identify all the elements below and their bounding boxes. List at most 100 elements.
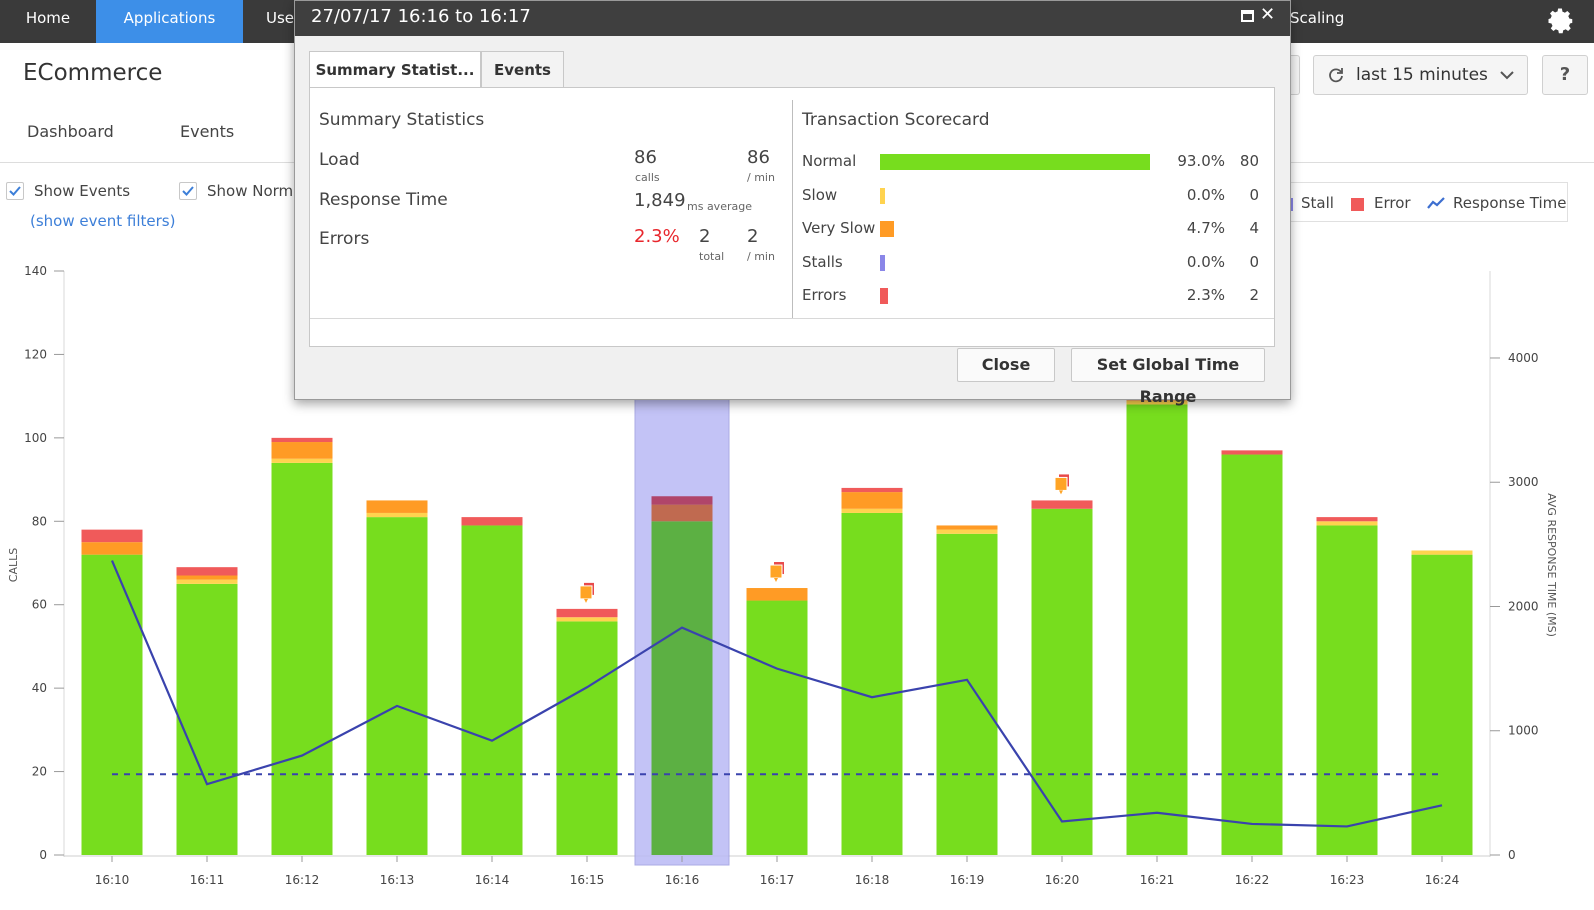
- x-tick-label: 16:24: [1425, 873, 1460, 887]
- gear-icon[interactable]: [1546, 6, 1576, 36]
- set-global-time-range-button[interactable]: Set Global Time Range: [1071, 348, 1265, 406]
- bar-normal: [1031, 508, 1093, 855]
- scorecard-label-stalls: Stalls: [802, 253, 843, 271]
- chevron-down-icon: [1500, 71, 1514, 80]
- x-tick-label: 16:16: [665, 873, 700, 887]
- y-axis-title: CALLS: [7, 548, 20, 582]
- tab-events[interactable]: Events: [180, 122, 235, 141]
- scorecard-count-stalls: 0: [1249, 253, 1259, 271]
- load-per-min-value: 86: [747, 147, 770, 168]
- calls-chart[interactable]: 02040608010012014001000200030004000CALLS…: [0, 255, 1594, 910]
- show-normal-checkbox[interactable]: [179, 182, 197, 200]
- dialog-title: 27/07/17 16:16 to 16:17: [311, 6, 531, 27]
- y2-axis-title: AVG RESPONSE TIME (MS): [1545, 493, 1558, 637]
- x-tick-label: 16:23: [1330, 873, 1365, 887]
- scorecard-count-normal: 80: [1239, 152, 1259, 170]
- bar-normal: [461, 525, 523, 855]
- maximize-icon[interactable]: [1241, 10, 1254, 22]
- bar-normal: [1411, 554, 1473, 855]
- event-marker-front: [1054, 476, 1068, 491]
- errors-per-min-unit: / min: [747, 250, 775, 263]
- bar-normal: [841, 512, 903, 855]
- event-marker-front: [579, 585, 593, 600]
- nav-home[interactable]: Home: [25, 9, 71, 27]
- y-tick-label: 80: [32, 514, 47, 528]
- show-events-checkbox[interactable]: [6, 182, 24, 200]
- panel-divider: [792, 100, 793, 318]
- bar-very-slow: [271, 442, 333, 459]
- scorecard-label-normal: Normal: [802, 152, 857, 170]
- tab-dashboard[interactable]: Dashboard: [27, 122, 114, 141]
- tab-dialog-events[interactable]: Events: [481, 51, 564, 88]
- x-tick-label: 16:13: [380, 873, 415, 887]
- show-event-filters-link[interactable]: (show event filters): [30, 212, 176, 230]
- bar-very-slow: [841, 492, 903, 509]
- event-marker-front: [769, 564, 783, 579]
- nav-scaling[interactable]: Scaling: [1290, 9, 1345, 27]
- y-tick-label: 60: [32, 598, 47, 612]
- x-tick-label: 16:17: [760, 873, 795, 887]
- x-tick-label: 16:11: [190, 873, 225, 887]
- event-marker-icon: [579, 582, 594, 603]
- y2-tick-label: 0: [1508, 848, 1516, 862]
- bar-normal: [746, 600, 808, 855]
- bar-very-slow: [176, 575, 238, 580]
- close-button[interactable]: Close: [957, 348, 1055, 382]
- dialog-titlebar: 27/07/17 16:16 to 16:17 ✕: [295, 1, 1290, 36]
- response-time-line: [110, 560, 1443, 828]
- tab-summary-statistics[interactable]: Summary Statist...: [309, 51, 481, 88]
- response-time-value: 1,849: [634, 190, 686, 211]
- bar-error: [81, 529, 143, 543]
- legend-error-swatch: [1351, 198, 1364, 211]
- event-marker-tail: [1059, 490, 1063, 495]
- toolbar-button[interactable]: [1290, 55, 1300, 95]
- event-marker-icon: [1054, 474, 1069, 495]
- check-icon: [182, 186, 194, 196]
- errors-label: Errors: [319, 229, 370, 249]
- y2-tick-label: 3000: [1508, 475, 1539, 489]
- y-tick-label: 20: [32, 765, 47, 779]
- refresh-icon: [1329, 68, 1343, 83]
- close-icon[interactable]: ✕: [1260, 4, 1276, 25]
- nav-applications[interactable]: Applications: [96, 0, 243, 43]
- help-button[interactable]: ?: [1542, 55, 1588, 95]
- scorecard-count-errors: 2: [1249, 286, 1259, 304]
- scorecard-pct-slow: 0.0%: [1186, 186, 1225, 204]
- event-marker-tail: [774, 578, 778, 583]
- summary-dialog: 27/07/17 16:16 to 16:17 ✕ Summary Statis…: [294, 0, 1291, 406]
- bar-error: [1031, 500, 1093, 509]
- summary-statistics-title: Summary Statistics: [319, 110, 485, 130]
- scorecard-bar-errors: [880, 288, 888, 304]
- y-tick-label: 40: [32, 681, 47, 695]
- y-tick-label: 100: [24, 431, 47, 445]
- x-tick-label: 16:18: [855, 873, 890, 887]
- x-tick-label: 16:15: [570, 873, 605, 887]
- bar-error: [1316, 517, 1378, 522]
- errors-per-min-value: 2: [747, 226, 759, 247]
- bar-normal: [81, 554, 143, 855]
- time-range-dropdown[interactable]: last 15 minutes: [1313, 55, 1528, 95]
- bar-slow: [1126, 400, 1188, 405]
- chart-legend: Stall Error Response Time: [1287, 182, 1568, 222]
- scorecard-bar-stalls: [880, 255, 885, 271]
- scorecard-bar-normal: [880, 154, 1150, 170]
- bar-normal: [271, 462, 333, 855]
- scorecard-pct-errors: 2.3%: [1186, 286, 1225, 304]
- x-tick-label: 16:19: [950, 873, 985, 887]
- scorecard-bar-very-slow: [880, 221, 894, 237]
- errors-percent: 2.3%: [634, 226, 680, 247]
- bar-error: [1221, 450, 1283, 455]
- load-label: Load: [319, 150, 360, 170]
- bar-normal: [651, 521, 713, 855]
- bar-slow: [936, 529, 998, 534]
- x-tick-label: 16:21: [1140, 873, 1175, 887]
- bar-very-slow: [366, 500, 428, 513]
- event-marker-tail: [584, 598, 588, 603]
- load-calls-value: 86: [634, 147, 657, 168]
- bar-slow: [176, 579, 238, 584]
- scorecard-count-very-slow: 4: [1249, 219, 1259, 237]
- nav-users[interactable]: Use: [266, 9, 295, 27]
- app-title: ECommerce: [23, 60, 163, 86]
- x-tick-label: 16:14: [475, 873, 510, 887]
